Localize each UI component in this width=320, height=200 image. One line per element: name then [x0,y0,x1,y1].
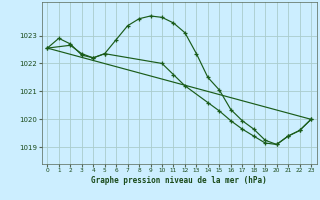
X-axis label: Graphe pression niveau de la mer (hPa): Graphe pression niveau de la mer (hPa) [91,176,267,185]
